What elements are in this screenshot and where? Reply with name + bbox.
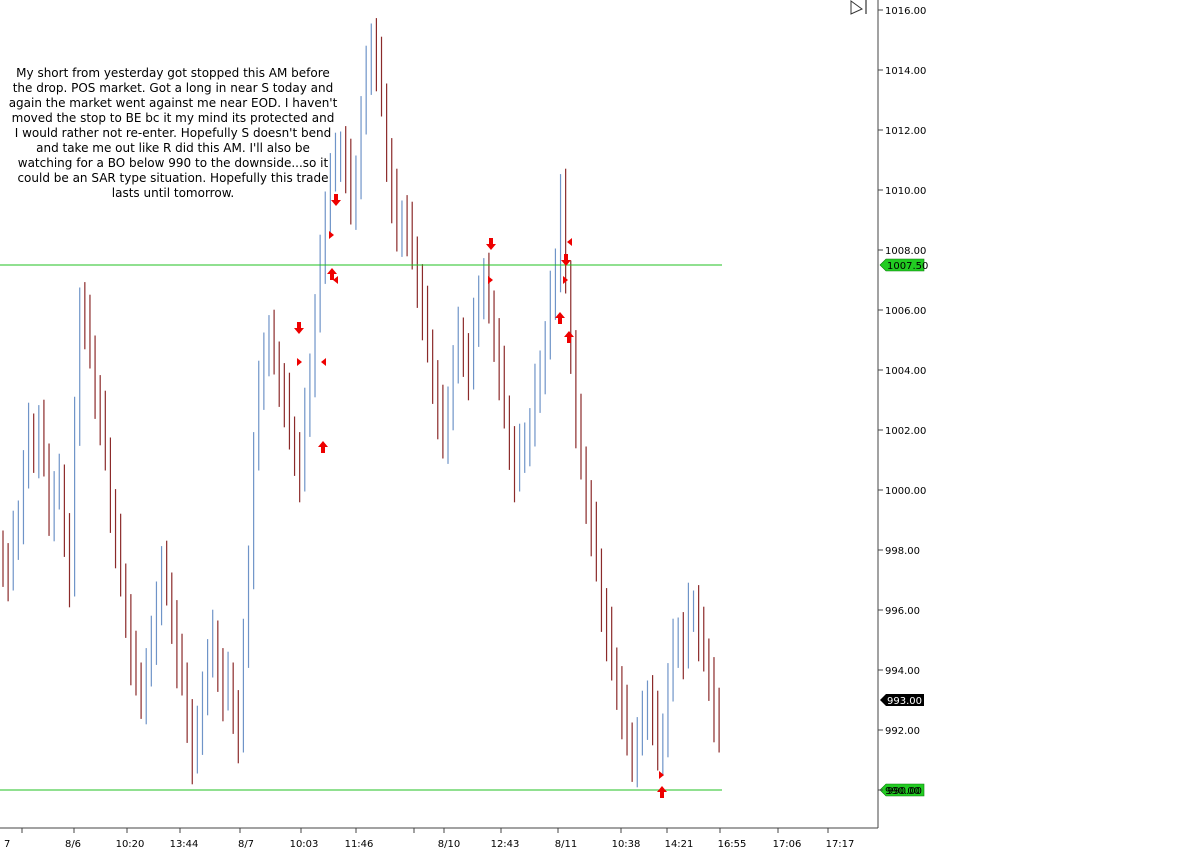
- entry-marker-icon: [297, 358, 302, 366]
- trade-note: My short from yesterday got stopped this…: [8, 66, 338, 200]
- y-tick-label: 1002.00: [885, 426, 926, 437]
- y-tick-label: 1010.00: [885, 186, 926, 197]
- y-tick-label: 992.00: [885, 726, 920, 737]
- x-tick-label: 11:46: [345, 839, 374, 850]
- x-tick-label: 8/7: [238, 839, 254, 850]
- x-tick-label: 10:38: [612, 839, 641, 850]
- y-tick-label: 996.00: [885, 606, 920, 617]
- down-arrow-icon: [486, 238, 496, 250]
- y-tick-label: 1006.00: [885, 306, 926, 317]
- x-tick-label: 8/10: [438, 839, 460, 850]
- trade-markers: [294, 194, 667, 798]
- x-axis: 7 8/6 10:20 13:44 8/7 10:03 11:46 8/10 12:43 8/11…: [0, 827, 878, 850]
- y-tick-label: 1012.00: [885, 126, 926, 137]
- y-tick-label: 1008.00: [885, 246, 926, 257]
- x-tick-label: 13:44: [170, 839, 199, 850]
- entry-marker-icon: [333, 276, 338, 284]
- x-tick-label: 8/11: [555, 839, 577, 850]
- up-arrow-icon: [327, 268, 337, 280]
- x-tick-label: 12:43: [491, 839, 520, 850]
- y-tick-label: 1000.00: [885, 486, 926, 497]
- down-arrow-icon: [294, 322, 304, 334]
- last-price-badge: [880, 694, 924, 706]
- up-arrow-icon: [318, 441, 328, 453]
- down-arrow-icon: [561, 254, 571, 266]
- y-tick-label: 1014.00: [885, 66, 926, 77]
- x-tick-label: 10:20: [116, 839, 145, 850]
- next-page-icon[interactable]: [850, 0, 867, 15]
- price-bars: [2, 18, 720, 788]
- up-arrow-icon: [555, 312, 565, 324]
- y-tick-label: 990.00: [885, 786, 920, 797]
- x-tick-label: 17:06: [773, 839, 802, 850]
- level-lines: 1007.50 990.00 993.00: [0, 258, 928, 797]
- x-tick-label: 16:55: [718, 839, 747, 850]
- last-price-label: 993.00: [887, 696, 922, 707]
- entry-marker-icon: [659, 771, 664, 779]
- y-tick-label: 998.00: [885, 546, 920, 557]
- x-tick-label: 14:21: [665, 839, 694, 850]
- y-tick-label: 994.00: [885, 666, 920, 677]
- entry-marker-icon: [329, 231, 334, 239]
- down-arrow-icon: [331, 194, 341, 206]
- y-tick-label: 1016.00: [885, 6, 926, 17]
- entry-marker-icon: [567, 238, 572, 246]
- level-label: 990.00: [887, 786, 922, 797]
- x-tick-label: 8/6: [65, 839, 81, 850]
- y-tick-label: 1004.00: [885, 366, 926, 377]
- up-arrow-icon: [564, 331, 574, 343]
- y-axis: 1016.00 1014.00 1012.00 1010.00 1008.00 1006.…: [877, 0, 926, 828]
- entry-marker-icon: [563, 276, 568, 284]
- x-tick-label: 10:03: [290, 839, 319, 850]
- level-label-badge: [879, 783, 925, 797]
- up-arrow-icon: [657, 786, 667, 798]
- x-tick-label: 17:17: [826, 839, 855, 850]
- level-label-badge: [879, 258, 925, 272]
- level-label: 1007.50: [887, 261, 928, 272]
- entry-marker-icon: [321, 358, 326, 366]
- entry-marker-icon: [488, 276, 493, 284]
- x-tick-label: 7: [4, 839, 10, 850]
